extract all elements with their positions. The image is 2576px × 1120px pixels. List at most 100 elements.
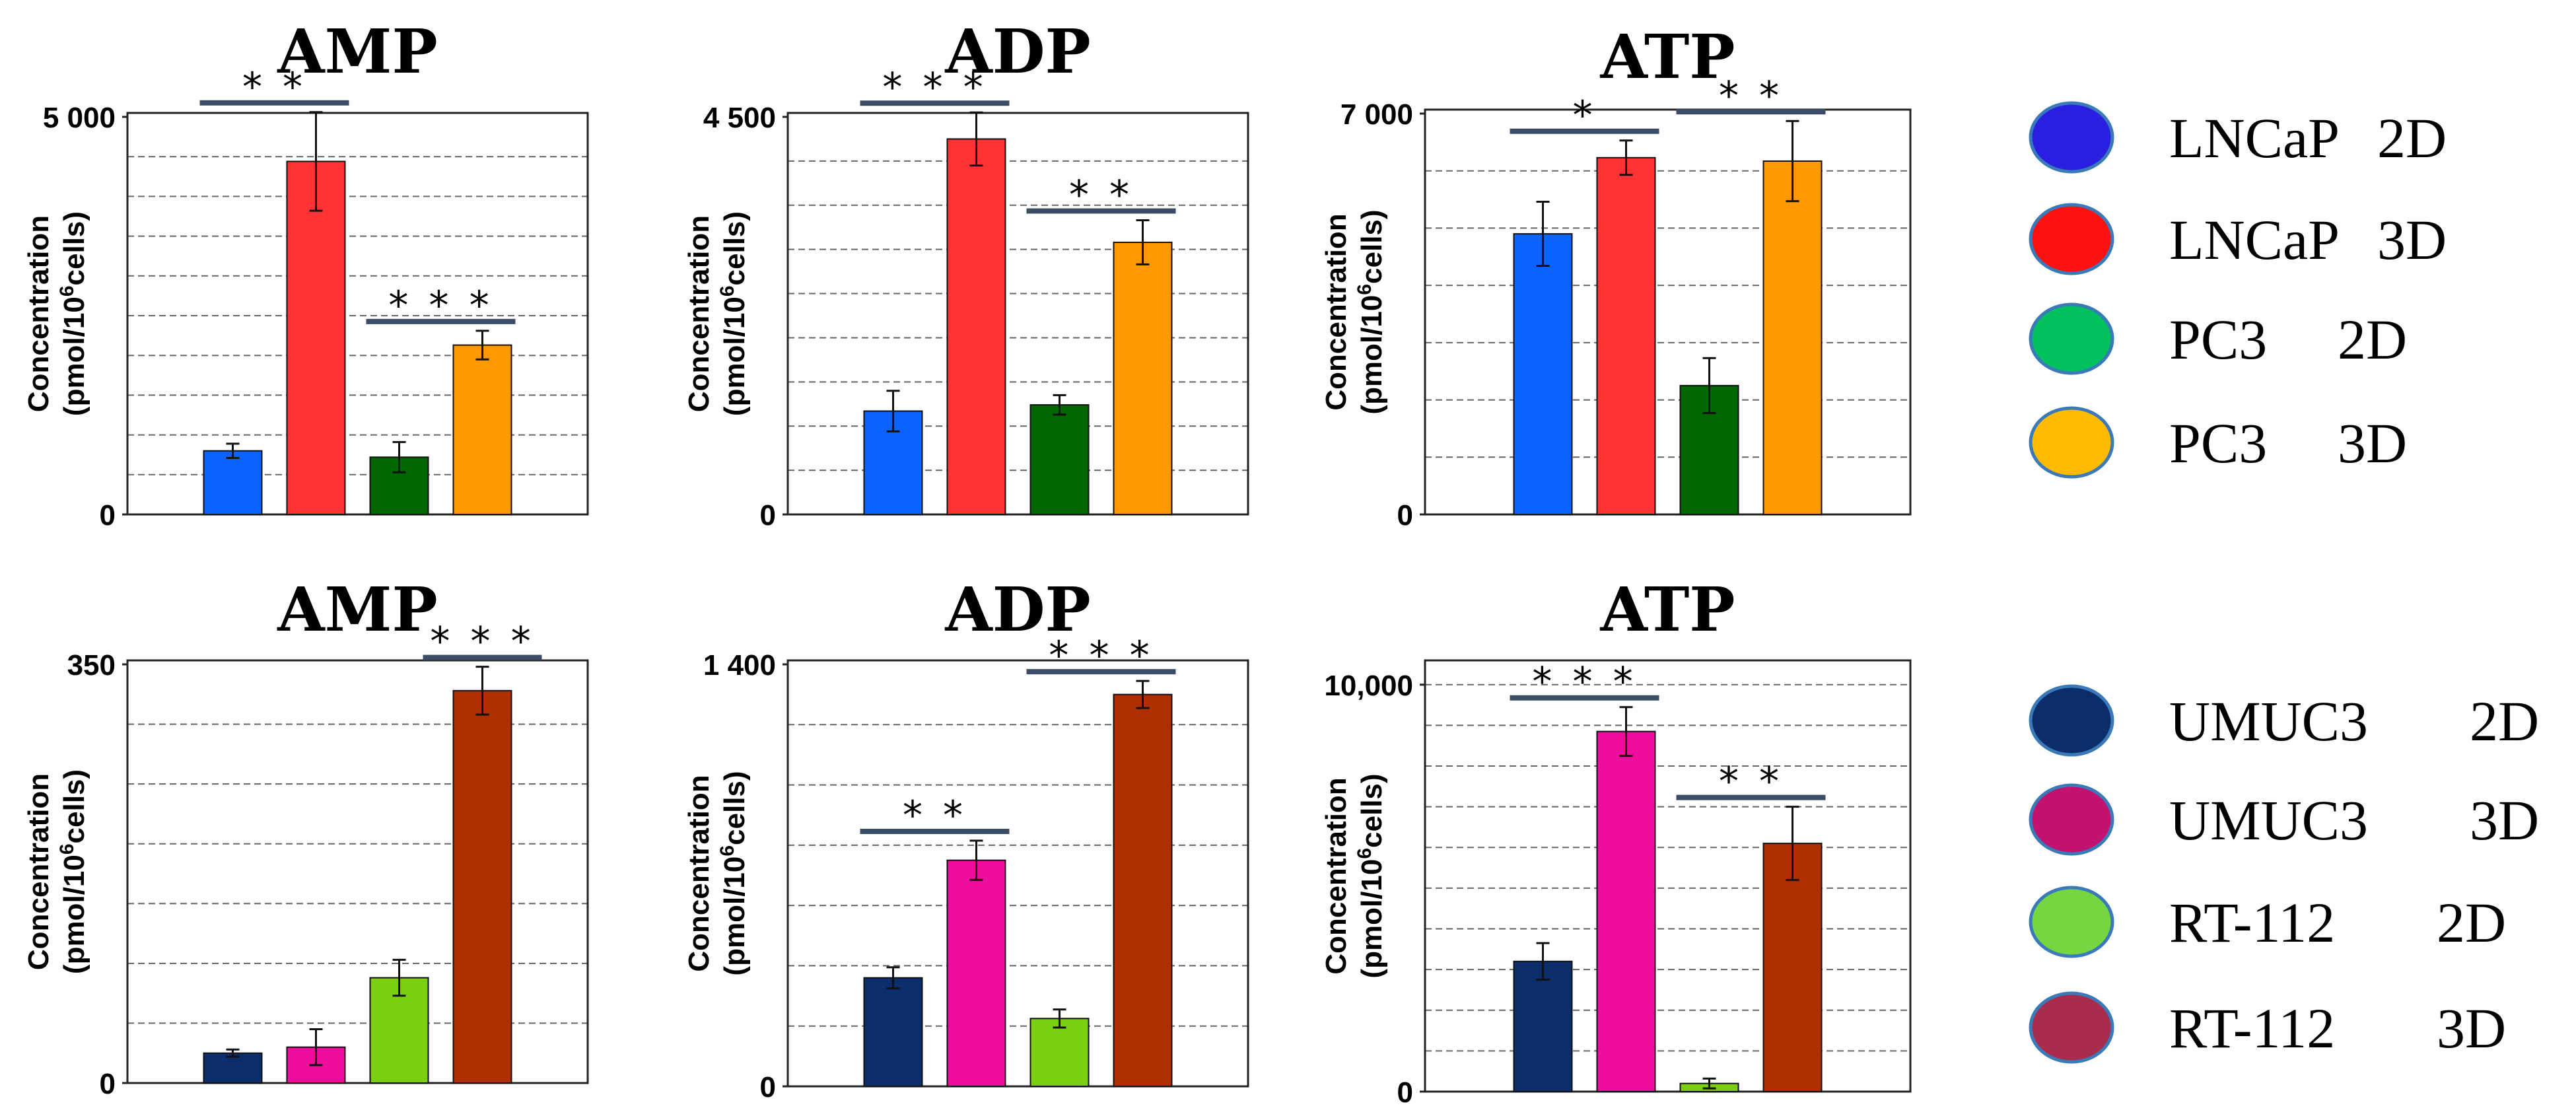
y-tick-label: 5 000 [43, 102, 116, 134]
significance-stars: * * * [1532, 659, 1636, 705]
legend-label-name: PC3 [2169, 411, 2267, 475]
y-axis-title-unit-end: cells) [1356, 209, 1388, 284]
legend-label-dim: 3D [2338, 411, 2407, 475]
legend-swatch [2029, 783, 2114, 856]
legend-item-pc3-2d: PC3 2D [2029, 302, 2407, 375]
y-tick-label: 0 [760, 499, 776, 532]
y-axis-title-unit: (pmol/10 [1356, 295, 1388, 415]
significance-stars: * [1573, 92, 1597, 139]
bar-lncap-3d [1596, 157, 1656, 515]
y-axis-title-line1: Concentration [683, 775, 715, 971]
y-axis-title-line2: (pmol/106cells) [1354, 773, 1389, 978]
significance-stars: * * * [430, 619, 534, 665]
legend-label-dim: 3D [2437, 997, 2506, 1060]
y-tick-label: 0 [760, 1071, 776, 1103]
y-tick-label: 4 500 [703, 102, 776, 134]
y-tick-label: 350 [67, 649, 116, 682]
plot-frame [786, 112, 1249, 516]
bar-pc3-3d [452, 344, 512, 515]
legend-label-dim: 2D [2470, 689, 2539, 753]
bar-pc3-2d [1679, 384, 1739, 516]
y-tick-label: 7 000 [1340, 98, 1413, 131]
bar-umuc3-3d [1596, 730, 1656, 1092]
legend-label-name: RT-112 [2169, 891, 2335, 954]
legend-label-name: UMUC3 [2169, 689, 2368, 753]
legend-label-dim: 3D [2377, 208, 2447, 271]
y-axis-title-superscript: 6 [56, 843, 78, 855]
y-axis-title-unit-end: cells) [718, 771, 751, 845]
significance-stars: * * [903, 792, 967, 839]
legend-swatch [2029, 203, 2114, 275]
legend-label-dim: 2D [2377, 106, 2447, 170]
bar-rt-112-2d [1029, 1018, 1090, 1088]
significance-stars: * * [242, 64, 306, 110]
bar-lncap-2d [1513, 233, 1573, 515]
significance-stars: * * * [388, 283, 493, 329]
plot-frame [1424, 108, 1912, 516]
y-axis-title-line1: Concentration [1320, 777, 1352, 974]
y-tick-label: 0 [1397, 1076, 1413, 1109]
chart-atp-row2: ATP 0 10,000 Concentration (pmol/106cells) * … [1320, 574, 1912, 1109]
y-axis-title-line2: (pmol/106cells) [56, 211, 91, 416]
chart-title: ADP [944, 574, 1090, 645]
legend-swatch [2029, 406, 2114, 479]
bar-umuc3-3d [946, 859, 1006, 1088]
y-axis-title-unit-end: cells) [58, 769, 90, 844]
y-axis-title: Concentration (pmol/106cells) [683, 211, 751, 416]
plot-frame [126, 112, 589, 516]
y-axis-title-superscript: 6 [56, 285, 78, 297]
y-axis-title: Concentration (pmol/106cells) [1320, 209, 1388, 414]
bar-pc3-2d [1029, 404, 1090, 515]
bar-umuc3-2d [203, 1052, 263, 1084]
legend-label-name: PC3 [2169, 308, 2267, 371]
y-axis-title: Concentration (pmol/106cells) [683, 771, 751, 975]
plot-frame [786, 659, 1249, 1088]
y-axis-title-unit-end: cells) [58, 211, 90, 286]
bar-rt-112-3d [1113, 693, 1173, 1087]
y-axis-title-line1: Concentration [22, 215, 55, 412]
y-tick-label: 0 [100, 1068, 116, 1100]
y-axis-title: Concentration (pmol/106cells) [1320, 773, 1388, 978]
y-tick-label: 1 400 [703, 649, 776, 682]
legend-item-lncap-2d: LNCaP 2D [2029, 101, 2447, 174]
y-tick-label: 0 [1397, 499, 1413, 532]
legend-label-name: UMUC3 [2169, 788, 2368, 852]
bar-umuc3-2d [1513, 960, 1573, 1093]
chart-title: ATP [1600, 574, 1735, 645]
legend-swatch [2029, 101, 2114, 174]
y-axis-title-superscript: 6 [1354, 284, 1375, 295]
y-axis-title-superscript: 6 [716, 845, 738, 857]
bar-pc3-3d [1762, 160, 1823, 516]
chart-adp-row1: ADP 0 4 500 Concentration (pmol/106cells) * *… [683, 16, 1249, 532]
legend-item-rt-112-2d: RT-112 2D [2029, 886, 2506, 958]
significance-stars: * * [1069, 172, 1133, 219]
legend-item-pc3-3d: PC3 3D [2029, 406, 2407, 479]
significance-stars: * * [1719, 73, 1783, 119]
bar-pc3-3d [1113, 241, 1173, 515]
y-axis-title-line1: Concentration [1320, 213, 1352, 410]
legend-item-rt-112-3d: RT-112 3D [2029, 991, 2506, 1064]
y-tick-label: 10,000 [1324, 670, 1413, 702]
y-axis-title-line2: (pmol/106cells) [716, 211, 751, 416]
legend-item-umuc3-3d: UMUC3 3D [2029, 783, 2539, 856]
legend-swatch [2029, 991, 2114, 1064]
legend-label-dim: 3D [2470, 788, 2539, 852]
chart-amp-row2: AMP 0 350 Concentration (pmol/106cells) * * * [22, 574, 589, 1100]
significance-stars: * * [1719, 759, 1783, 805]
bar-rt-112-3d [1762, 843, 1823, 1092]
y-axis-title-unit-end: cells) [1356, 773, 1388, 848]
chart-title: ATP [1600, 21, 1735, 92]
y-axis-title-unit: (pmol/10 [1356, 859, 1388, 979]
chart-title: ADP [944, 16, 1090, 87]
plot-frame [1424, 659, 1912, 1093]
bar-rt-112-3d [452, 689, 512, 1084]
y-axis-title-line2: (pmol/106cells) [716, 771, 751, 975]
y-axis-title-unit: (pmol/10 [718, 297, 751, 416]
y-axis-title-unit: (pmol/10 [718, 857, 751, 976]
y-axis-title-superscript: 6 [716, 285, 738, 297]
legend-label-dim: 2D [2437, 891, 2506, 954]
y-axis-title-line2: (pmol/106cells) [56, 769, 91, 974]
y-axis-title-unit: (pmol/10 [58, 297, 90, 416]
